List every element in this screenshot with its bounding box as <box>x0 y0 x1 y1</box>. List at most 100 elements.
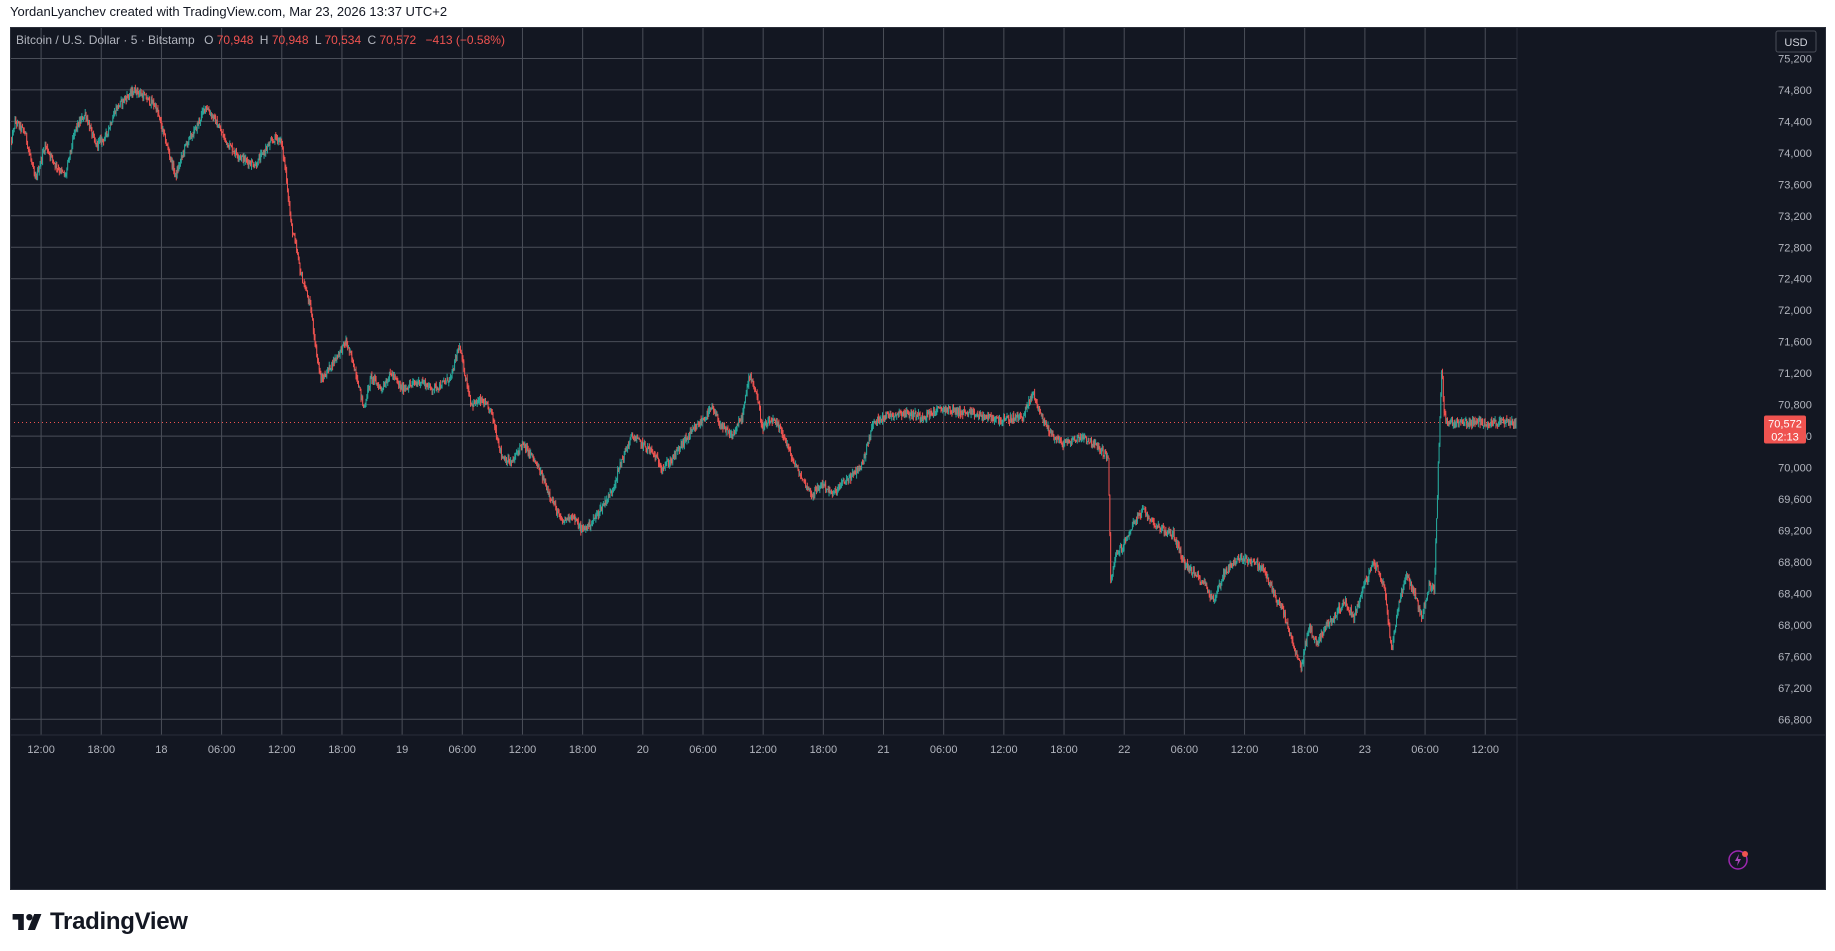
candle-body <box>155 104 156 107</box>
candle-body <box>1303 651 1305 663</box>
candle-body <box>68 158 69 163</box>
candle-body <box>625 450 627 452</box>
candle-body <box>832 492 834 497</box>
y-tick-label: 72,400 <box>1778 274 1812 286</box>
candle-body <box>1175 539 1177 541</box>
candle-body <box>1483 420 1485 426</box>
candle-body <box>1380 573 1382 580</box>
candle-body <box>1418 606 1420 609</box>
candle-body <box>1172 533 1173 536</box>
candle-body <box>150 98 152 105</box>
candle-body <box>368 385 369 390</box>
candle-body <box>78 122 79 127</box>
candle-body <box>21 126 23 131</box>
candle-body <box>857 468 858 474</box>
candlestick-chart[interactable]: 66,80067,20067,60068,00068,40068,80069,2… <box>10 27 1826 890</box>
candle-body <box>682 439 684 447</box>
candle-body <box>1148 516 1150 519</box>
candle-body <box>35 175 37 178</box>
candle-body <box>1426 599 1427 602</box>
candle-body <box>1504 423 1506 425</box>
candle-body <box>12 133 13 143</box>
candle-body <box>394 375 395 378</box>
candle-body <box>348 347 350 352</box>
candle-body <box>475 400 476 404</box>
candle-body <box>1213 599 1215 602</box>
candle-body <box>520 445 522 447</box>
candle-body <box>1070 441 1072 444</box>
candle-body <box>1089 442 1091 444</box>
candle-body <box>490 408 492 412</box>
candle-body <box>477 400 479 404</box>
candle-body <box>754 388 756 390</box>
candle-body <box>1249 559 1251 562</box>
candle-body <box>1094 443 1096 445</box>
candle-body <box>920 418 922 420</box>
candle-body <box>619 462 621 468</box>
candle-body <box>1514 419 1516 426</box>
candle-body <box>971 410 973 413</box>
candle-body <box>449 377 450 382</box>
candle-body <box>1184 561 1186 568</box>
candle-body <box>871 427 873 431</box>
candle-body <box>887 412 888 414</box>
y-tick-label: 71,600 <box>1778 337 1812 349</box>
candle-body <box>1395 626 1397 631</box>
candle-body <box>699 425 700 427</box>
candle-body <box>684 439 685 446</box>
candle-body <box>359 387 361 389</box>
candle-body <box>877 417 879 419</box>
candle-body <box>1244 556 1246 562</box>
tradingview-logo[interactable]: TradingView <box>12 908 188 936</box>
candle-body <box>958 408 960 414</box>
candle-body <box>384 384 386 387</box>
candle-body <box>592 521 593 524</box>
candle-body <box>1177 543 1178 547</box>
y-tick-label: 70,000 <box>1778 463 1812 475</box>
candle-body <box>1338 605 1340 610</box>
y-tick-label: 73,200 <box>1778 211 1812 223</box>
currency-button[interactable]: USD <box>1775 30 1817 53</box>
candle-body <box>323 378 324 379</box>
candle-body <box>1259 567 1261 569</box>
candle-body <box>139 92 141 94</box>
candle-body <box>1107 456 1109 458</box>
candle-body <box>494 422 496 428</box>
candle-body <box>721 424 723 428</box>
candle-body <box>1260 566 1262 568</box>
candle-body <box>804 480 806 482</box>
candle-body <box>885 415 887 419</box>
candle-body <box>43 150 45 153</box>
candle-body <box>1330 618 1331 623</box>
candle-body <box>1271 584 1273 591</box>
candle-body <box>1392 638 1394 648</box>
candle-body <box>586 526 588 529</box>
y-tick-label: 74,800 <box>1778 85 1812 97</box>
candle-body <box>1113 564 1115 570</box>
candle-body <box>1381 579 1382 582</box>
candle-body <box>1024 414 1025 416</box>
candle-body <box>454 361 456 370</box>
candle-body <box>1210 593 1212 598</box>
candle-body <box>1366 580 1368 582</box>
candle-body <box>627 445 629 451</box>
candle-body <box>495 427 496 430</box>
candle-body <box>799 474 801 476</box>
candle-body <box>1381 581 1383 583</box>
candle-body <box>569 518 571 520</box>
candle-body <box>637 437 639 439</box>
candle-body <box>1002 419 1004 423</box>
candle-body <box>831 491 832 493</box>
candle-body <box>1406 574 1408 578</box>
candle-body <box>963 410 964 415</box>
candle-body <box>719 424 720 426</box>
candle-body <box>1446 419 1448 421</box>
candle-body <box>1043 419 1045 422</box>
magic-icon[interactable] <box>1728 850 1748 870</box>
candle-body <box>278 138 280 140</box>
candle-body <box>704 417 706 421</box>
candle-body <box>234 152 236 154</box>
candle-body <box>704 419 705 421</box>
candle-body <box>800 474 802 476</box>
candle-body <box>195 126 196 129</box>
